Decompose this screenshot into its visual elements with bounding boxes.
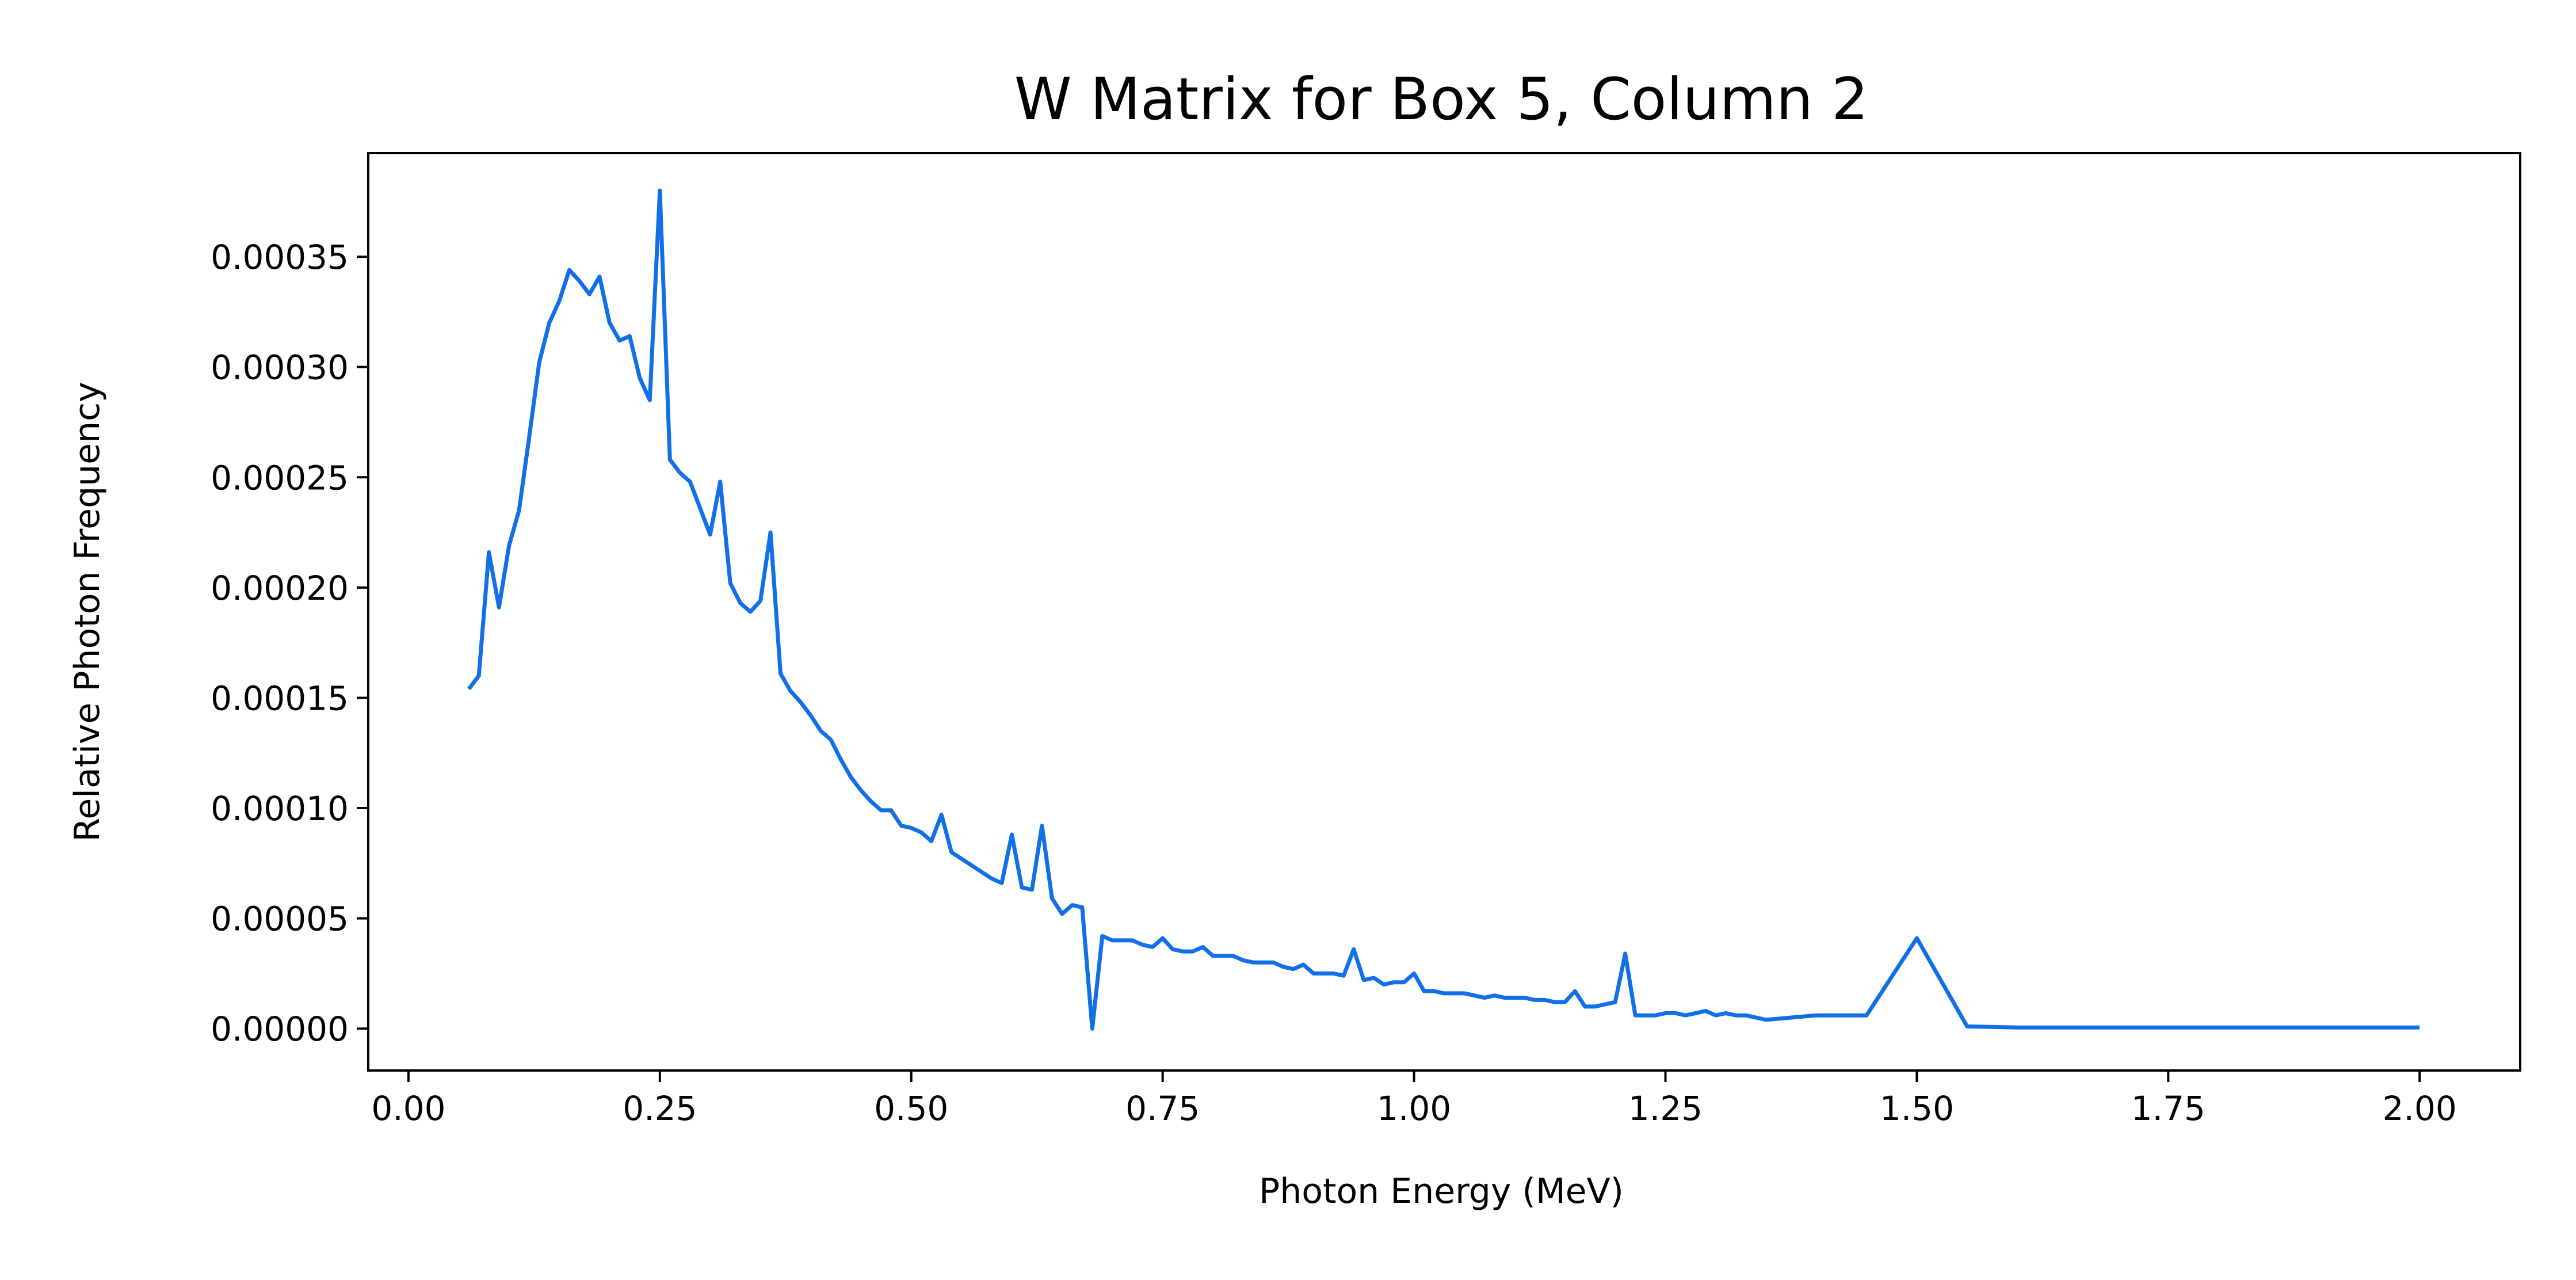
- y-tick-label: 0.00020: [211, 569, 349, 608]
- y-tick-label: 0.00025: [211, 458, 349, 497]
- x-tick-label: 2.00: [2383, 1089, 2457, 1128]
- y-axis-label: Relative Photon Frequency: [67, 382, 108, 841]
- chart-title: W Matrix for Box 5, Column 2: [1014, 65, 1869, 133]
- x-tick-label: 0.50: [874, 1089, 948, 1128]
- x-tick-label: 1.00: [1377, 1089, 1451, 1128]
- x-tick-label: 1.75: [2131, 1089, 2205, 1128]
- y-tick-label: 0.00030: [211, 348, 349, 387]
- x-tick-label: 1.25: [1628, 1089, 1703, 1128]
- x-tick-label: 0.25: [623, 1089, 697, 1128]
- y-tick-label: 0.00015: [211, 679, 349, 718]
- y-tick-label: 0.00010: [211, 789, 349, 828]
- x-tick-label: 0.75: [1125, 1089, 1200, 1128]
- x-axis-label: Photon Energy (MeV): [1259, 1171, 1624, 1212]
- y-tick-label: 0.00005: [211, 900, 349, 939]
- x-tick-label: 1.50: [1880, 1089, 1954, 1128]
- y-tick-label: 0.00000: [211, 1009, 349, 1049]
- x-tick-label: 0.00: [371, 1089, 445, 1128]
- y-tick-label: 0.00035: [211, 238, 349, 277]
